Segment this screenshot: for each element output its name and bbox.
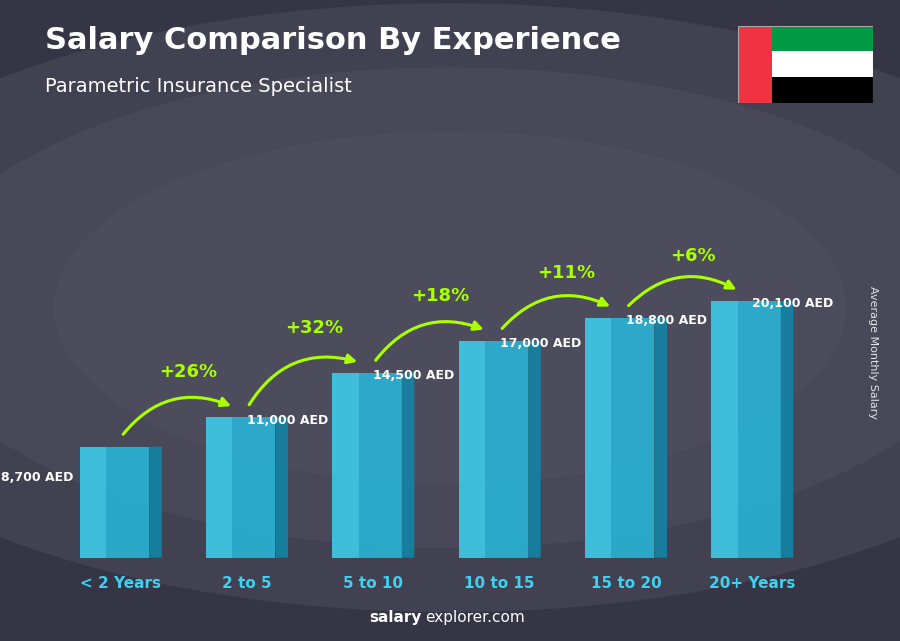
Polygon shape [275, 417, 288, 558]
Text: 14,500 AED: 14,500 AED [374, 369, 454, 382]
Text: 17,000 AED: 17,000 AED [500, 337, 580, 350]
Polygon shape [711, 301, 738, 558]
Bar [772, 26, 873, 51]
Polygon shape [654, 318, 667, 558]
Text: +32%: +32% [285, 319, 343, 337]
Polygon shape [332, 372, 401, 558]
Polygon shape [528, 341, 541, 558]
Polygon shape [80, 447, 106, 558]
Polygon shape [459, 341, 485, 558]
Text: +18%: +18% [411, 287, 470, 305]
Polygon shape [780, 301, 793, 558]
Polygon shape [80, 447, 149, 558]
Text: 18,800 AED: 18,800 AED [626, 314, 707, 327]
Polygon shape [206, 417, 275, 558]
Text: Parametric Insurance Specialist: Parametric Insurance Specialist [45, 77, 352, 96]
Text: +6%: +6% [670, 247, 716, 265]
Bar [772, 77, 873, 103]
Text: 20,100 AED: 20,100 AED [752, 297, 833, 310]
Text: +26%: +26% [158, 363, 217, 381]
Ellipse shape [0, 67, 900, 548]
Polygon shape [401, 372, 414, 558]
Polygon shape [149, 447, 162, 558]
Text: 11,000 AED: 11,000 AED [248, 413, 328, 426]
Text: 5 to 10: 5 to 10 [344, 576, 403, 590]
Text: < 2 Years: < 2 Years [80, 576, 161, 590]
Polygon shape [206, 417, 232, 558]
Bar [738, 26, 772, 103]
Text: 10 to 15: 10 to 15 [464, 576, 535, 590]
Polygon shape [585, 318, 611, 558]
Text: explorer.com: explorer.com [425, 610, 525, 625]
Polygon shape [711, 301, 780, 558]
Text: 2 to 5: 2 to 5 [222, 576, 272, 590]
Text: Salary Comparison By Experience: Salary Comparison By Experience [45, 26, 621, 54]
Polygon shape [459, 341, 528, 558]
Text: 15 to 20: 15 to 20 [590, 576, 662, 590]
Polygon shape [585, 318, 654, 558]
Text: +11%: +11% [537, 264, 596, 282]
Ellipse shape [54, 131, 846, 484]
Polygon shape [332, 372, 359, 558]
Text: salary: salary [369, 610, 421, 625]
Text: 8,700 AED: 8,700 AED [1, 471, 74, 484]
Text: 20+ Years: 20+ Years [709, 576, 796, 590]
Text: Average Monthly Salary: Average Monthly Salary [868, 286, 878, 419]
Ellipse shape [0, 3, 900, 612]
Bar [772, 51, 873, 77]
